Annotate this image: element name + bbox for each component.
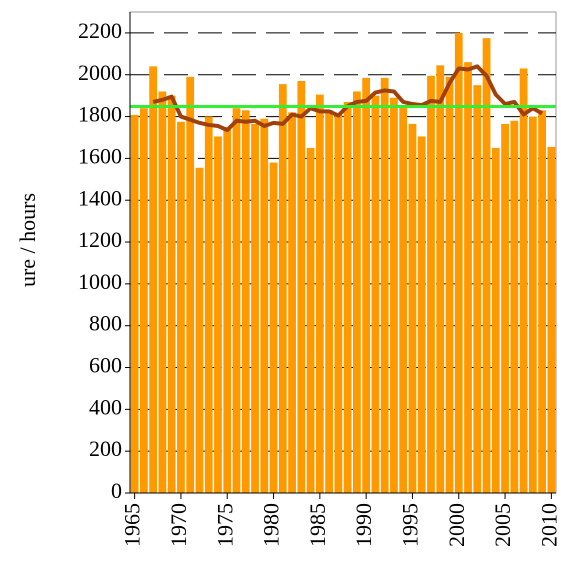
bar <box>482 38 491 494</box>
y-tick-label: 2200 <box>78 18 122 43</box>
bar <box>214 136 222 493</box>
y-tick-label: 1000 <box>78 269 122 294</box>
bar <box>278 84 287 494</box>
bar <box>130 114 139 493</box>
bar <box>390 97 398 494</box>
bar <box>149 66 158 494</box>
x-tick-label: 1995 <box>398 503 423 547</box>
bar <box>140 108 148 493</box>
bar <box>547 146 556 493</box>
x-tick-label: 1980 <box>259 503 284 547</box>
bar <box>408 123 417 494</box>
bar <box>519 68 528 494</box>
y-tick-label: 400 <box>89 394 122 419</box>
bar <box>417 136 426 493</box>
bar <box>195 167 204 493</box>
x-tick-label: 2010 <box>536 503 561 547</box>
bar <box>306 147 315 493</box>
bar <box>260 118 269 493</box>
bar <box>325 110 333 493</box>
bar <box>445 76 454 493</box>
bar <box>473 85 482 494</box>
bar <box>464 62 472 493</box>
x-tick-label: 1985 <box>305 503 330 547</box>
y-tick-label: 600 <box>89 353 122 378</box>
bar <box>436 65 445 494</box>
bar <box>186 76 195 493</box>
x-tick-label: 1965 <box>120 503 145 547</box>
y-tick-label: 800 <box>89 311 122 336</box>
bar <box>167 95 176 494</box>
x-tick-label: 1990 <box>351 503 376 547</box>
y-tick-label: 0 <box>111 478 122 503</box>
bar <box>454 32 463 493</box>
bar <box>251 123 259 494</box>
bar <box>371 95 380 494</box>
x-tick-label: 2000 <box>444 503 469 547</box>
y-tick-label: 1800 <box>78 102 122 127</box>
bar <box>399 106 408 493</box>
bar <box>501 123 509 494</box>
x-tick-label: 1975 <box>212 503 237 547</box>
bar <box>538 110 546 493</box>
bar <box>241 110 250 493</box>
x-tick-label: 2005 <box>490 503 515 547</box>
bar <box>362 77 371 493</box>
bar <box>427 75 435 493</box>
bar <box>204 116 213 493</box>
y-axis-label: ure / hours <box>15 193 40 287</box>
bar <box>343 101 352 493</box>
y-tick-label: 2000 <box>78 60 122 85</box>
y-tick-label: 200 <box>89 436 122 461</box>
bar <box>288 112 296 494</box>
y-tick-label: 1600 <box>78 143 122 168</box>
bar <box>510 120 519 493</box>
x-tick-label: 1970 <box>166 503 191 547</box>
bar <box>232 108 241 493</box>
bar <box>380 77 389 493</box>
bar <box>353 91 361 493</box>
bar <box>158 91 167 493</box>
y-tick-label: 1200 <box>78 227 122 252</box>
bar <box>297 81 306 493</box>
bar <box>223 127 232 494</box>
y-tick-label: 1400 <box>78 185 122 210</box>
bar <box>315 94 324 494</box>
bar <box>528 116 537 493</box>
bar <box>491 147 500 493</box>
bar <box>177 121 185 493</box>
bar <box>334 114 343 494</box>
bar <box>269 162 278 493</box>
